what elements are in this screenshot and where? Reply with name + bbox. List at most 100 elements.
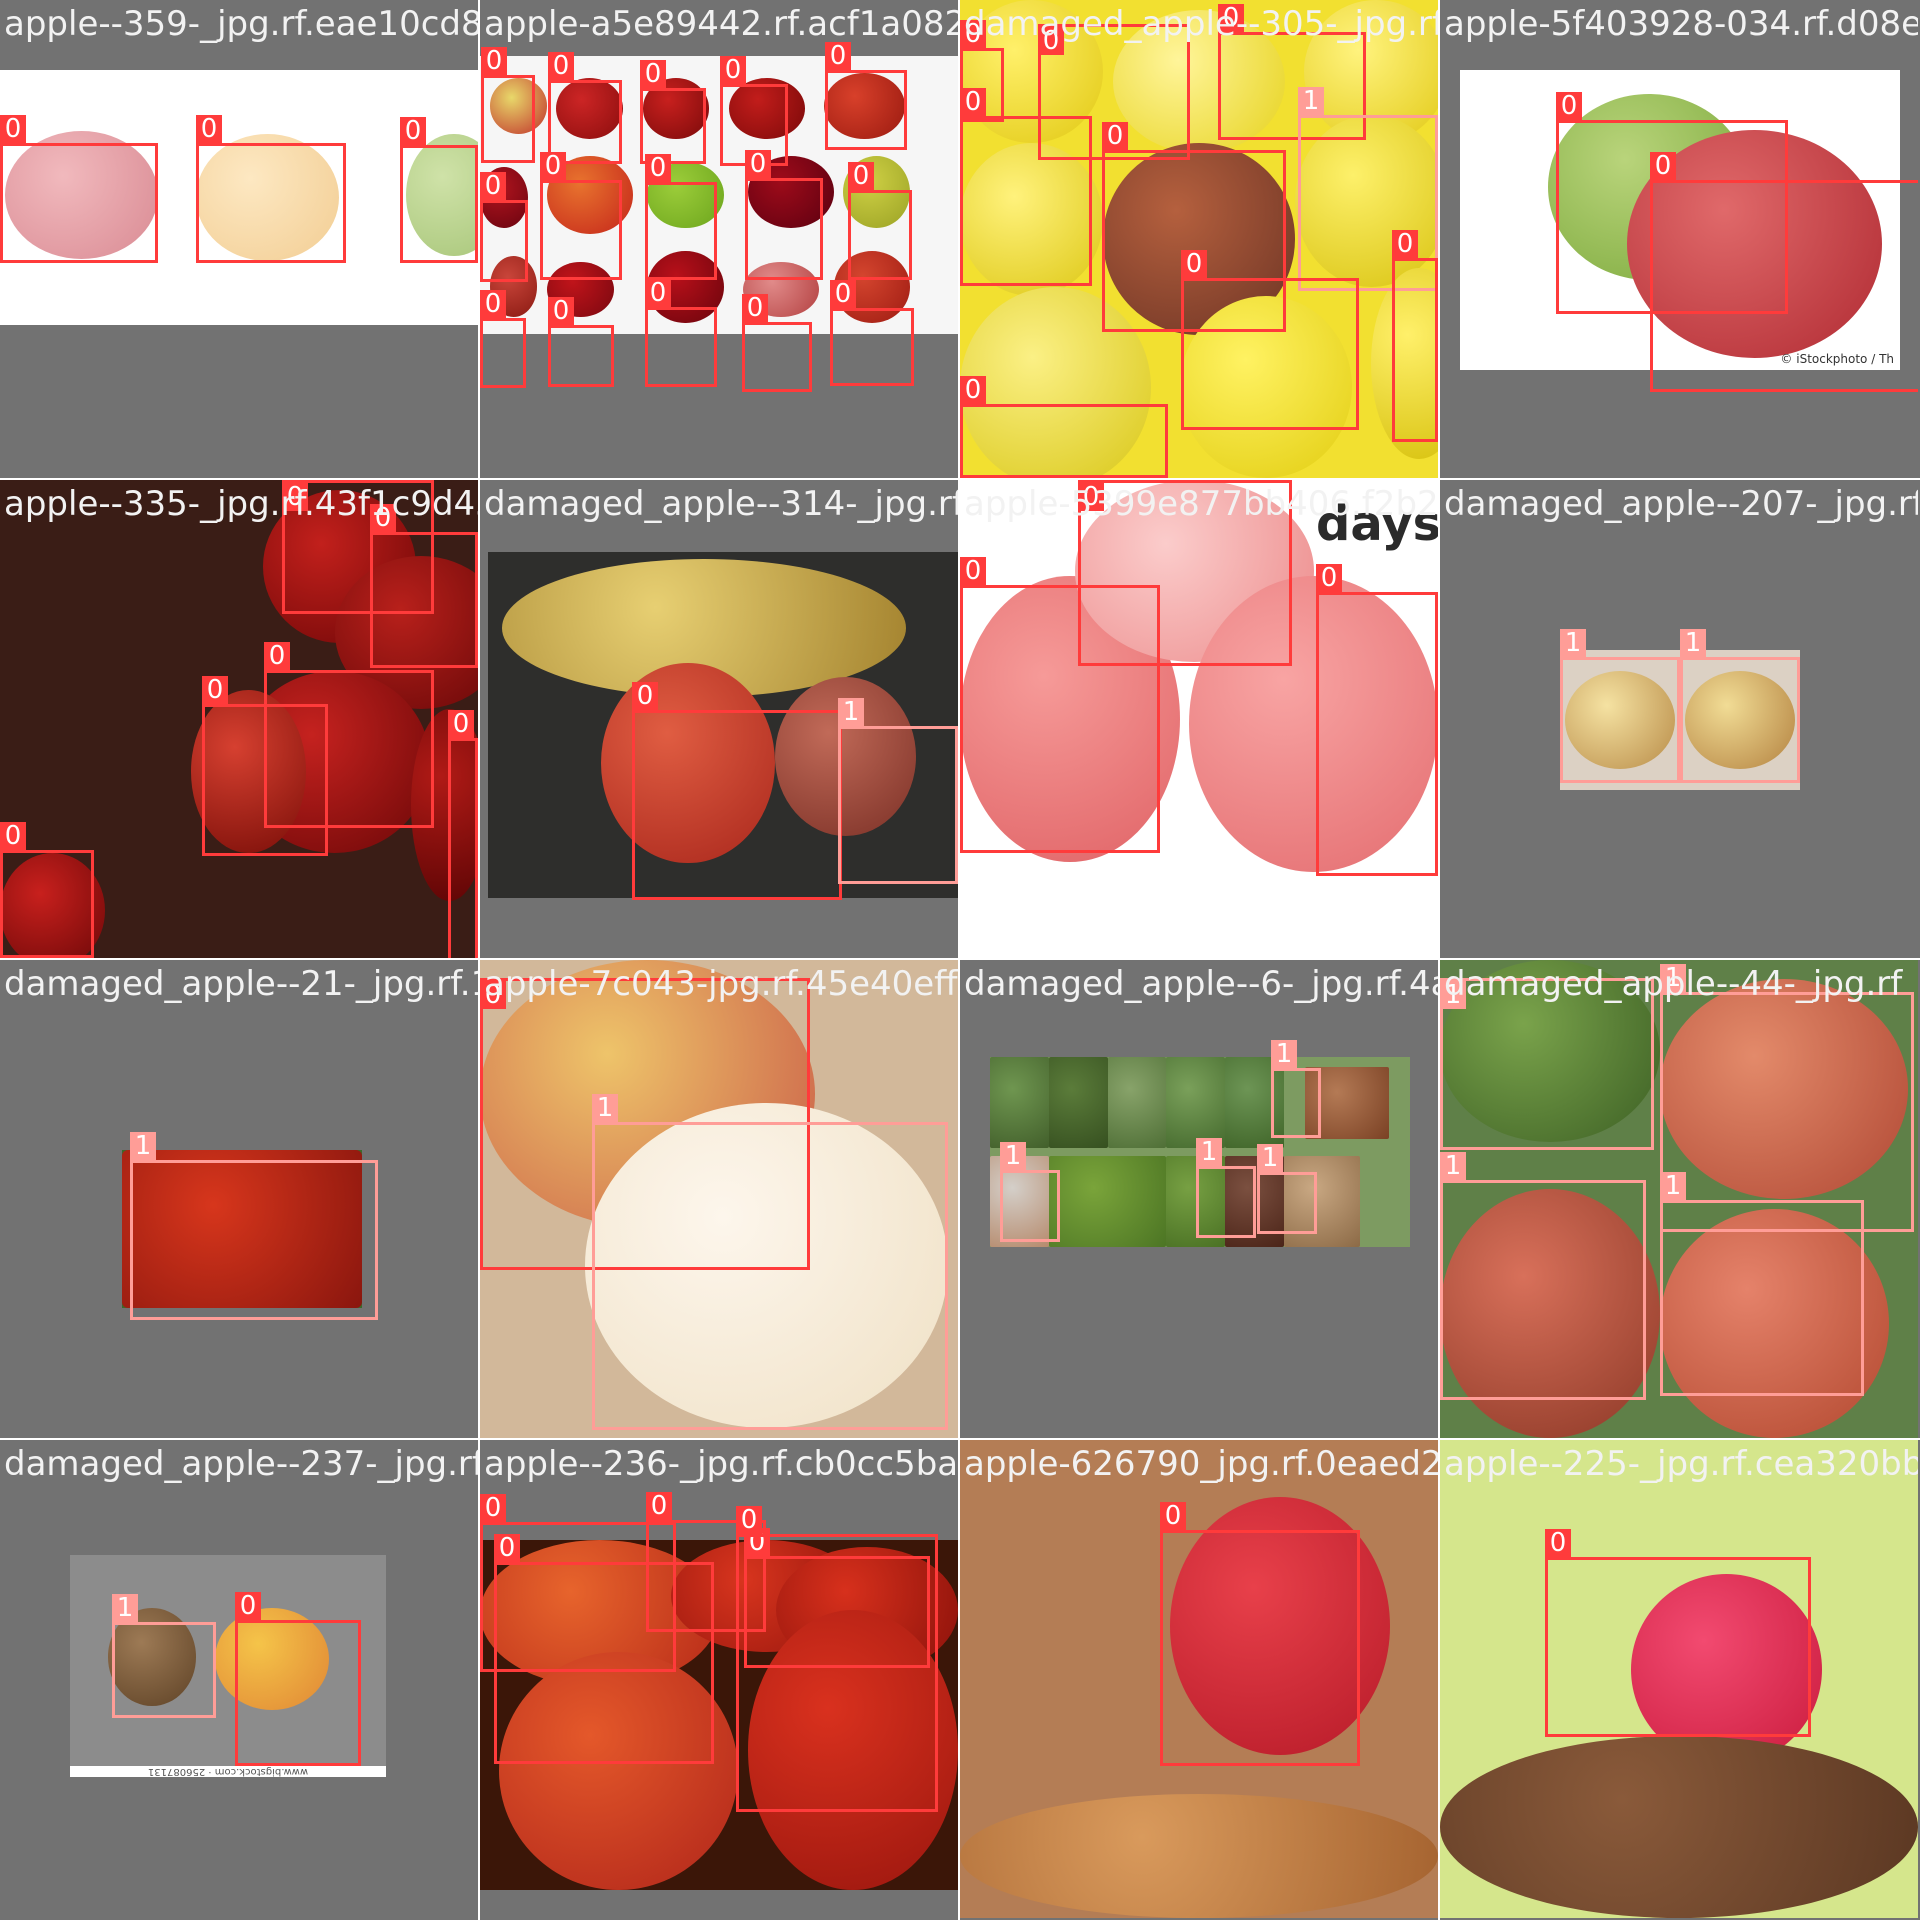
bounding-box: 0 xyxy=(960,20,1004,122)
apple-shape xyxy=(499,1652,739,1890)
class-label: 1 xyxy=(838,698,864,726)
class-label: 1 xyxy=(1271,1040,1297,1068)
bounding-box: 0 xyxy=(742,294,812,392)
class-label: 0 xyxy=(480,1494,506,1522)
bounding-box: 0 xyxy=(370,504,478,668)
apple-shape xyxy=(4,131,158,259)
apple-shape xyxy=(1166,1155,1226,1247)
grid-divider xyxy=(0,478,1920,480)
apple-shape xyxy=(1440,1736,1918,1918)
bounding-box: 0 xyxy=(540,152,622,280)
bounding-box: 0 xyxy=(202,676,328,856)
apple-shape xyxy=(1440,1189,1660,1438)
class-label: 0 xyxy=(645,154,671,182)
mosaic-tile: www.bigstock.com · 256087131 1 0 damaged_ap… xyxy=(0,1440,478,1918)
apple-shape xyxy=(960,143,1104,297)
apple-shape xyxy=(1440,960,1660,1142)
training-photo xyxy=(1440,960,1918,1438)
class-label: 0 xyxy=(736,1506,762,1534)
apple-shape xyxy=(1371,267,1438,459)
apple-shape xyxy=(1048,1057,1108,1149)
class-label: 0 xyxy=(720,56,746,84)
class-label: 1 xyxy=(130,1132,156,1160)
bounding-box: 0 xyxy=(1218,4,1366,140)
bounding-box: 1 xyxy=(1196,1138,1256,1238)
mosaic-tile: 1 1 1 1 damaged_apple--44-_jpg.rf xyxy=(1440,960,1918,1438)
image-filename: apple-5f403928-034.rf.d08e02c1 xyxy=(1444,4,1918,44)
bounding-box: 1 xyxy=(838,698,958,884)
class-label: 0 xyxy=(632,682,658,710)
image-filename: damaged_apple--305-_jpg.rf xyxy=(964,4,1438,44)
mosaic-tile: 0 0 0 0 0 0 0 0 0 0 0 0 0 0 0 apple-a5e89442.rf.acf1a08… xyxy=(480,0,958,478)
bounding-box: 0 xyxy=(960,88,1092,286)
apple-shape xyxy=(960,1793,1438,1918)
apple-shape xyxy=(411,709,478,901)
bounding-box: 0 xyxy=(480,1494,676,1672)
photo-caption: © iStockphoto / Th xyxy=(1780,352,1894,366)
class-label: 0 xyxy=(480,981,506,1009)
apple-shape xyxy=(1659,1208,1890,1438)
apple-shape xyxy=(1179,296,1352,478)
mosaic-tile: 0 0 0 0 0 1 0 0 0 damaged_apple--305-_jpg.rf xyxy=(960,0,1438,478)
bounding-box: 1 xyxy=(1257,1144,1317,1234)
grid-divider xyxy=(0,1438,1920,1440)
training-photo xyxy=(480,1540,958,1890)
bounding-box: 0 xyxy=(494,1534,714,1764)
training-photo xyxy=(488,552,958,898)
apple-shape xyxy=(1564,671,1676,769)
apple-shape xyxy=(960,286,1152,478)
training-photo xyxy=(960,1440,1438,1918)
apple-shape xyxy=(824,72,906,140)
image-filename: damaged_apple--237-_jpg.rf.a85d8d2136-18… xyxy=(4,1444,478,1484)
image-filename: damaged_apple--6-_jpg.rf.4a xyxy=(964,964,1438,1004)
mosaic-tile: 0 0 0 apple--359-_jpg.rf.eae10cd844b6a58894… xyxy=(0,0,478,478)
bounding-box: 0 xyxy=(645,279,717,387)
apple-shape xyxy=(215,1608,330,1711)
bounding-box: 0 xyxy=(0,115,158,263)
bounding-box: 0 xyxy=(548,52,622,164)
mosaic-tile: 0 1 apple-7c043-jpg.rf.45e40effcd38233edfd… xyxy=(480,960,958,1438)
class-label: 0 xyxy=(540,152,566,180)
image-filename: damaged_apple--314-_jpg.rf xyxy=(484,484,958,524)
mosaic-tile: days000apple-5399e877bb406.f2b2eaa48cd4d… xyxy=(960,480,1438,958)
bounding-box: 0 xyxy=(448,710,478,958)
bounding-box: 1 xyxy=(1298,87,1438,291)
bounding-box: 0 xyxy=(1556,92,1788,314)
bounding-box: 0 xyxy=(736,1506,938,1812)
apple-shape xyxy=(556,78,624,140)
mosaic-tile: 1 1 1 1 damaged_apple--6-_jpg.rf.4a xyxy=(960,960,1438,1438)
class-label: 0 xyxy=(448,710,474,738)
apple-shape xyxy=(1048,1155,1167,1247)
class-label: 0 xyxy=(1102,122,1128,150)
image-filename: apple-a5e89442.rf.acf1a0827 xyxy=(484,4,958,44)
class-label: 0 xyxy=(742,294,768,322)
image-filename: damaged_apple--21-_jpg.rf.19de71673eb83 xyxy=(4,964,478,1004)
bounding-box: 1 xyxy=(1000,1142,1060,1242)
bounding-box: 0 xyxy=(1392,230,1438,442)
mosaic-tile: © iStockphoto / Th 0 0 apple-5f403928-034.r… xyxy=(1440,0,1918,478)
class-label: 0 xyxy=(480,290,506,318)
mosaic-tile: 0 apple--225-_jpg.rf.cea320bb xyxy=(1440,1440,1918,1918)
grid-divider xyxy=(0,958,1920,960)
bounding-box: 0 xyxy=(196,115,346,263)
apple-shape xyxy=(1107,1057,1167,1149)
grid-divider xyxy=(478,0,480,1920)
class-label: 1 xyxy=(1560,629,1586,657)
class-label: 0 xyxy=(400,117,426,145)
apple-shape xyxy=(585,1103,949,1429)
bounding-box: 1 xyxy=(1560,629,1680,783)
bounding-box: 0 xyxy=(1102,122,1286,332)
class-label: 0 xyxy=(1556,92,1582,120)
bounding-box: 0 xyxy=(1078,480,1292,666)
bounding-box: 0 xyxy=(1181,250,1359,430)
apple-shape xyxy=(728,78,806,140)
class-label: 1 xyxy=(112,1594,138,1622)
bounding-box: 0 xyxy=(645,154,717,280)
apple-shape xyxy=(1170,1497,1391,1756)
bounding-box: 0 xyxy=(640,60,706,164)
image-filename: apple--225-_jpg.rf.cea320bb xyxy=(1444,1444,1918,1484)
class-label: 0 xyxy=(848,162,874,190)
photo-caption: days xyxy=(1316,496,1438,552)
apple-shape xyxy=(1659,979,1909,1199)
